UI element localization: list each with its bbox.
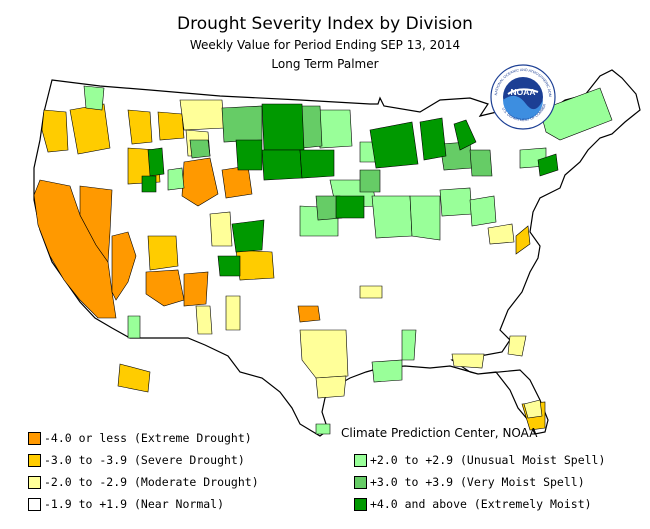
legend-swatch xyxy=(354,497,367,511)
legend-item-extreme-drought: -4.0 or less (Extreme Drought) xyxy=(28,431,252,445)
legend-item-severe-drought: -3.0 to -3.9 (Severe Drought) xyxy=(28,453,245,467)
moderate-drought-regions xyxy=(179,99,543,419)
very-moist-regions xyxy=(189,105,493,221)
legend-swatch xyxy=(28,497,41,511)
legend-label: -3.0 to -3.9 (Severe Drought) xyxy=(44,453,245,467)
legend-item-very-moist: +3.0 to +3.9 (Very Moist Spell) xyxy=(354,475,585,489)
severe-drought-regions xyxy=(41,103,546,431)
legend-label: +4.0 and above (Extremely Moist) xyxy=(370,497,592,511)
extremely-moist-regions xyxy=(141,103,559,277)
legend-item-unusual-moist: +2.0 to +2.9 (Unusual Moist Spell) xyxy=(354,453,605,467)
legend-item-moderate-drought: -2.0 to -2.9 (Moderate Drought) xyxy=(28,475,259,489)
legend-swatch xyxy=(28,475,41,489)
map-title: Drought Severity Index by Division xyxy=(177,14,473,34)
index-name: Long Term Palmer xyxy=(271,57,379,71)
map-subtitle: Weekly Value for Period Ending SEP 13, 2… xyxy=(189,38,461,52)
legend-label: +2.0 to +2.9 (Unusual Moist Spell) xyxy=(370,453,606,467)
legend-swatch xyxy=(354,475,367,489)
legend-swatch xyxy=(28,431,41,445)
noaa-logo-text: NOAA xyxy=(510,87,535,97)
legend-label: -4.0 or less (Extreme Drought) xyxy=(44,431,252,445)
legend-item-extremely-moist: +4.0 and above (Extremely Moist) xyxy=(354,497,592,511)
credit-text: Climate Prediction Center, NOAA xyxy=(341,426,538,440)
legend-label: +3.0 to +3.9 (Very Moist Spell) xyxy=(370,475,585,489)
legend-label: -1.9 to +1.9 (Near Normal) xyxy=(44,497,225,511)
extreme-drought-regions xyxy=(33,157,321,323)
legend-item-near-normal: -1.9 to +1.9 (Near Normal) xyxy=(28,497,224,511)
noaa-logo: NOAA NATIONAL OCEANIC AND ATMOSPHERIC AD… xyxy=(490,64,556,130)
legend-label: -2.0 to -2.9 (Moderate Drought) xyxy=(44,475,259,489)
legend-swatch xyxy=(354,453,367,467)
legend-swatch xyxy=(28,453,41,467)
